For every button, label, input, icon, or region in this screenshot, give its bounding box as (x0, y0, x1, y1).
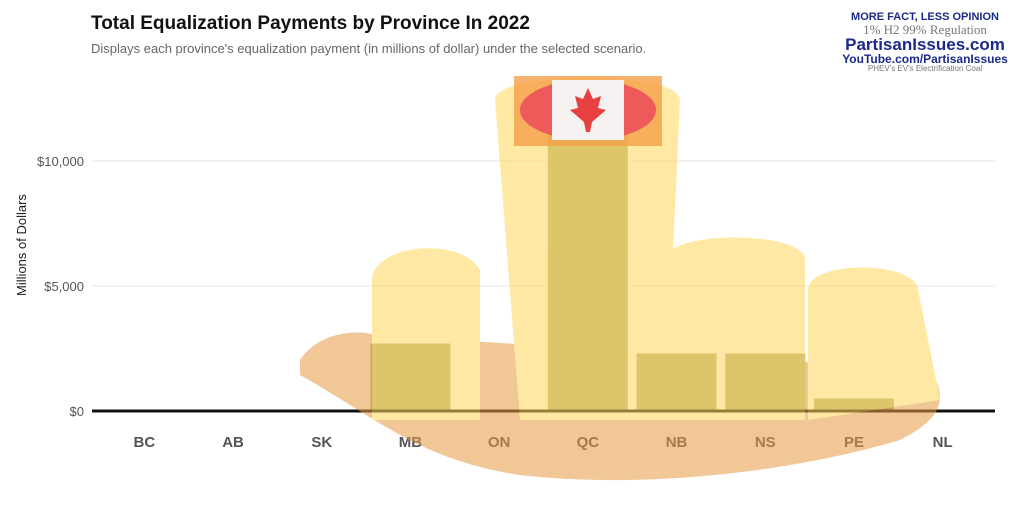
logo-words: 1% H2 99% Regulation (863, 22, 987, 37)
chart-title: Total Equalization Payments by Province … (91, 13, 530, 34)
y-tick-label: $10,000 (37, 154, 84, 169)
watermark-logo[interactable]: MORE FACT, LESS OPINION 1% H2 99% Regula… (832, 12, 1018, 73)
chart-subtitle: Displays each province's equalization pa… (91, 41, 647, 56)
hand-gesture-overlay-image (300, 77, 940, 481)
x-tick-label: NL (933, 434, 953, 451)
x-tick-label: BC (134, 434, 156, 451)
hand-finger (372, 248, 480, 420)
y-tick-label: $5,000 (44, 279, 84, 294)
logo-footer: PHEV's EV's Electrification Coal (867, 64, 983, 73)
hand-middle-finger (495, 77, 680, 420)
maple-leaf-icon (570, 88, 606, 132)
hand-finger (665, 237, 805, 420)
x-tick-label: AB (222, 434, 244, 451)
canada-flag-icon (514, 76, 662, 146)
y-tick-label: $0 (70, 404, 84, 419)
hand-finger (808, 267, 940, 420)
logo-site: PartisanIssues.com (845, 35, 1005, 54)
logo-tagline: MORE FACT, LESS OPINION (851, 11, 999, 23)
x-tick-label: SK (311, 434, 332, 451)
logo-youtube: YouTube.com/PartisanIssues (842, 52, 1008, 66)
y-axis-label: Millions of Dollars (14, 194, 29, 296)
